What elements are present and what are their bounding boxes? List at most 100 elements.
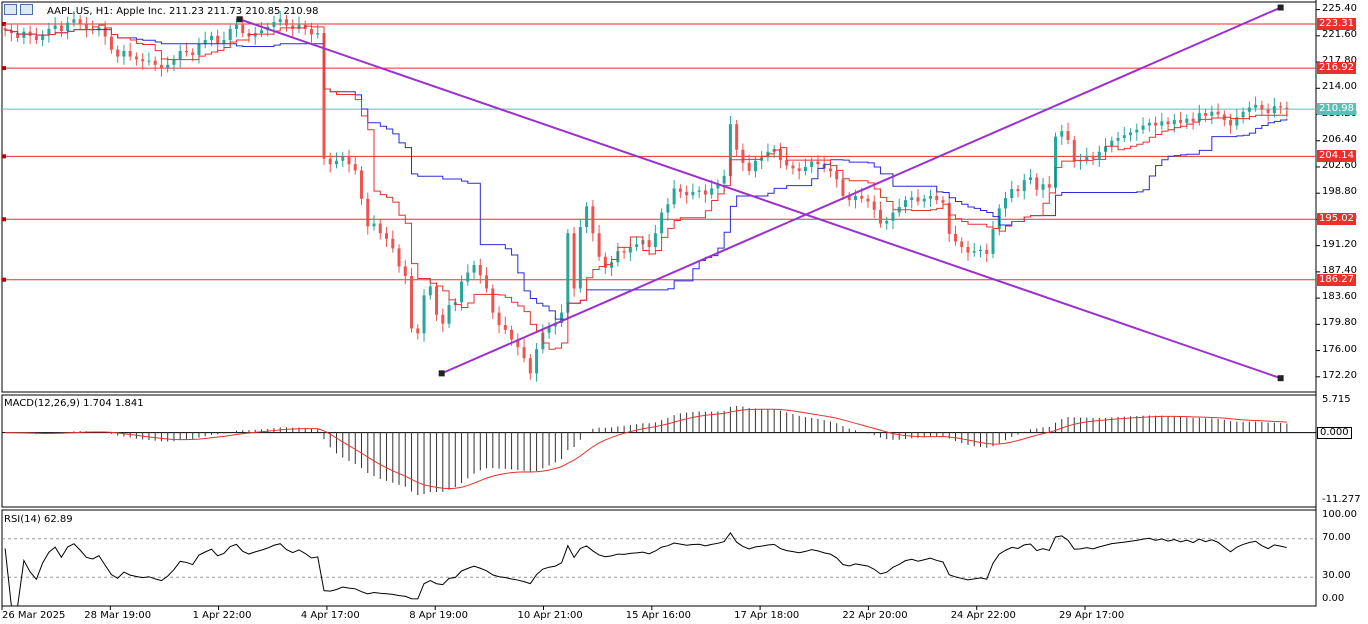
candle-body <box>1279 106 1283 108</box>
time-tick-label: 22 Apr 20:00 <box>842 610 908 621</box>
candle-body <box>410 276 414 329</box>
candle-body <box>72 19 76 23</box>
price-tick-label: 214.00 <box>1322 81 1357 93</box>
candle-body <box>647 240 651 248</box>
candle-body <box>16 33 20 38</box>
candle-body <box>1235 117 1239 126</box>
level-handle <box>2 66 6 71</box>
trendline-anchor <box>1277 4 1284 11</box>
candle-body <box>234 24 238 29</box>
candle-body <box>891 212 895 221</box>
candle-body <box>141 59 145 62</box>
candle-body <box>491 288 495 313</box>
candle-body <box>747 162 751 172</box>
time-tick-label: 24 Apr 22:00 <box>950 610 1016 621</box>
candle-body <box>297 24 301 29</box>
candle-body <box>622 251 626 253</box>
candle-body <box>272 22 276 27</box>
candle-body <box>216 35 220 44</box>
level-handle <box>2 277 6 282</box>
time-tick-label: 15 Apr 16:00 <box>625 610 691 621</box>
candle-body <box>1166 121 1170 125</box>
candle-body <box>728 124 732 176</box>
tenkan-line <box>5 24 1288 350</box>
candle-body <box>366 198 370 227</box>
price-tick-label: 221.60 <box>1322 28 1357 40</box>
candle-body <box>59 25 63 31</box>
time-tick-label: 8 Apr 19:00 <box>409 610 469 621</box>
candle-body <box>866 198 870 202</box>
candle-body <box>503 325 507 330</box>
candle-body <box>953 233 957 242</box>
chart-window-icon[interactable] <box>4 4 17 15</box>
candle-body <box>322 33 326 159</box>
candle-body <box>1091 155 1095 159</box>
chart-properties-icon[interactable] <box>20 4 33 15</box>
candle-body <box>935 195 939 201</box>
candle-body <box>703 190 707 195</box>
time-tick-label: 4 Apr 17:00 <box>300 610 360 621</box>
candle-body <box>660 212 664 234</box>
candle-body <box>1147 122 1151 126</box>
candle-body <box>928 195 932 199</box>
candle-body <box>547 326 551 333</box>
candle-body <box>603 256 607 268</box>
candle-body <box>685 191 689 196</box>
candle-body <box>910 197 914 201</box>
candle-body <box>828 168 832 172</box>
candle-body <box>497 312 501 326</box>
candle-body <box>710 188 714 195</box>
candle-body <box>1172 120 1176 125</box>
candle-body <box>635 244 639 248</box>
candle-body <box>309 28 313 35</box>
time-tick-label: 17 Apr 18:00 <box>734 610 800 621</box>
candle-body <box>278 19 282 23</box>
candle-body <box>466 272 470 282</box>
candle-body <box>147 60 151 62</box>
rsi-tick-label: 70.00 <box>1322 531 1351 543</box>
candle-body <box>628 247 632 253</box>
macd-zero-tag: 0.000 <box>1317 426 1352 439</box>
candle-body <box>1135 129 1139 133</box>
price-tick-label: 225.40 <box>1322 2 1357 14</box>
candle-body <box>1010 189 1014 199</box>
candle-body <box>885 220 889 224</box>
candle-body <box>1041 184 1045 190</box>
macd-label: MACD(12,26,9) 1.704 1.841 <box>4 398 144 409</box>
level-price-tag: 223.31 <box>1317 18 1356 31</box>
candle-body <box>416 328 420 334</box>
candle-body <box>209 35 213 40</box>
candle-body <box>903 200 907 208</box>
candle-body <box>1022 180 1026 192</box>
candle-body <box>878 209 882 224</box>
candle-body <box>116 49 120 57</box>
candle-body <box>778 149 782 161</box>
candle-body <box>197 44 201 56</box>
candle-body <box>441 314 445 324</box>
candle-body <box>435 286 439 315</box>
level-price-tag: 195.02 <box>1317 213 1356 226</box>
level-handle <box>2 154 6 159</box>
candle-body <box>1185 118 1189 123</box>
macd-pane <box>1 394 1317 508</box>
trendline-anchor <box>438 370 445 377</box>
candle-body <box>153 60 157 65</box>
candle-body <box>385 233 389 239</box>
candle-body <box>972 251 976 253</box>
time-tick-label: 10 Apr 21:00 <box>517 610 583 621</box>
macd-tick-label: -11.277 <box>1322 494 1361 505</box>
candle-body <box>960 241 964 248</box>
candle-body <box>978 249 982 252</box>
candle-body <box>472 264 476 273</box>
price-tick-label: 191.20 <box>1322 238 1357 250</box>
candle-body <box>353 164 357 171</box>
candle-body <box>391 238 395 249</box>
level-price-tag: 186.27 <box>1317 273 1356 286</box>
time-tick-label: 29 Apr 17:00 <box>1059 610 1125 621</box>
candle-body <box>241 24 245 34</box>
macd-signal-line <box>5 408 1287 490</box>
candle-body <box>872 201 876 210</box>
candle-body <box>41 34 45 40</box>
